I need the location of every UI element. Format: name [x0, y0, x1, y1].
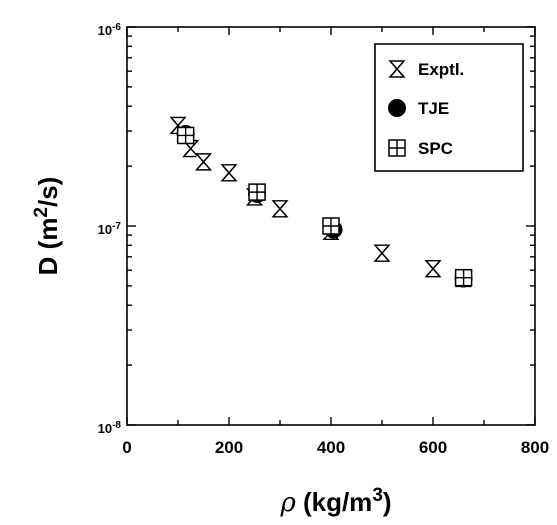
- point-exptl: [425, 259, 441, 279]
- y-tick-label: 10-6: [98, 22, 122, 39]
- point-exptl: [374, 243, 390, 263]
- legend-label-tje: TJE: [418, 99, 449, 118]
- point-spc: [322, 217, 340, 235]
- x-axis-title-text: (kg/m: [296, 487, 373, 517]
- x-axis-title-sup: 3: [372, 485, 383, 506]
- y-axis-title-text: D (m: [33, 218, 63, 276]
- point-exptl: [272, 199, 288, 219]
- legend-entry-spc: SPC: [388, 139, 453, 158]
- point-exptl: [221, 163, 237, 183]
- y-axis-title-sup: 2: [31, 207, 52, 218]
- point-spc: [454, 268, 473, 287]
- legend-entry-tje: TJE: [388, 99, 449, 118]
- point-exptl: [195, 152, 212, 172]
- y-axis-title: D (m2/s): [31, 177, 64, 276]
- x-tick-label: 400: [317, 438, 345, 457]
- x-tick-label: 200: [215, 438, 243, 457]
- y-tick-label: 10-7: [98, 221, 122, 238]
- x-axis-title: ρ (kg/m3): [279, 485, 391, 519]
- x-axis-title-tail: ): [383, 487, 392, 517]
- x-tick-label: 800: [521, 438, 549, 457]
- y-tick-label: 10-8: [98, 420, 122, 437]
- legend: Exptl. TJE SPC: [374, 43, 524, 172]
- x-tick-labels: 0 200 400 600 800: [122, 438, 549, 457]
- y-axis-title-tail: /s): [33, 177, 63, 207]
- x-tick-label: 0: [122, 438, 131, 457]
- legend-entry-exptl: Exptl.: [389, 59, 464, 79]
- point-spc: [248, 183, 266, 201]
- point-spc: [176, 126, 195, 145]
- legend-label-spc: SPC: [418, 139, 453, 158]
- axis-ticks: [126, 26, 536, 426]
- y-tick-labels: 10-6 10-7 10-8: [98, 22, 122, 437]
- x-axis-symbol: ρ: [279, 488, 296, 518]
- legend-label-exptl: Exptl.: [418, 60, 464, 79]
- x-tick-label: 600: [419, 438, 447, 457]
